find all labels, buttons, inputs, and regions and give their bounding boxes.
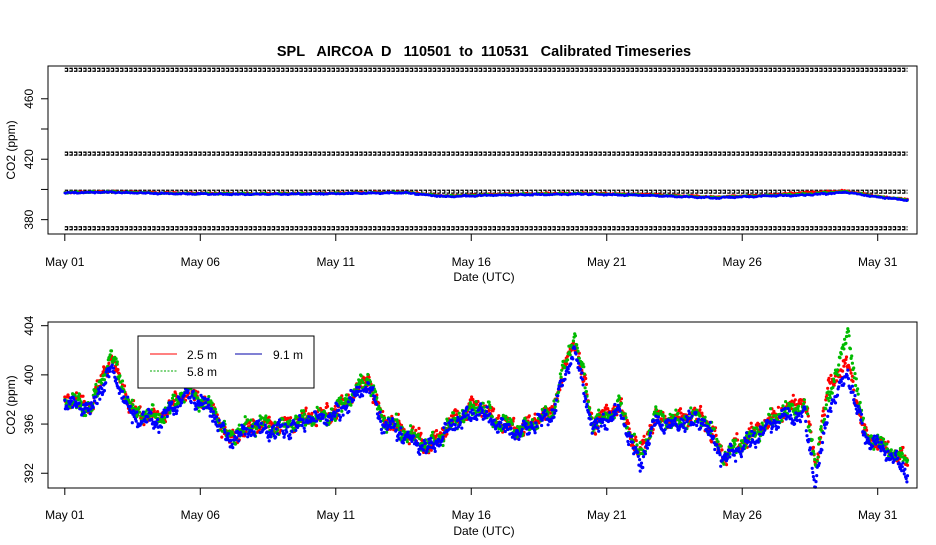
x-tick-label: May 21 <box>587 255 627 269</box>
x-tick-label: May 26 <box>723 508 763 522</box>
panel-top-marks <box>63 67 909 231</box>
legend-label-5-8m: 5.8 m <box>187 365 217 379</box>
x-tick-label: May 16 <box>452 508 492 522</box>
data-points <box>63 190 909 202</box>
y-tick-label: 460 <box>22 88 36 108</box>
panel-top-frame <box>47 65 918 235</box>
series-calibration-levels <box>64 67 908 231</box>
x-tick-label: May 06 <box>181 255 221 269</box>
legend: 2.5 m 9.1 m 5.8 m <box>137 335 315 389</box>
chart-title: SPL AIRCOA D 110501 to 110531 Calibrated… <box>277 44 691 60</box>
y-tick-label: 392 <box>22 463 36 483</box>
panel-bottom-x-label: Date (UTC) <box>453 524 514 538</box>
panel-top: May 01 May 06 May 11 May 16 May 21 May 26 May … <box>4 65 918 284</box>
legend-box <box>137 335 315 389</box>
y-tick-label: 404 <box>22 315 36 335</box>
series-9-1-m <box>63 345 910 489</box>
panel-top-y-label: CO2 (ppm) <box>4 120 18 179</box>
data-points <box>63 345 910 489</box>
x-tick-label: May 31 <box>858 255 898 269</box>
panel-top-x-label: Date (UTC) <box>453 270 514 284</box>
panel-bottom-marks <box>63 327 910 489</box>
x-tick-label: May 26 <box>723 255 763 269</box>
panel-top-x-axis: May 01 May 06 May 11 May 16 May 21 May 26 May … <box>45 233 898 269</box>
panel-bottom: May 01 May 06 May 11 May 16 May 21 May 26 May … <box>4 315 918 538</box>
x-tick-label: May 11 <box>317 508 356 522</box>
panel-top-y-axis: 380 420 460 <box>22 88 49 230</box>
panel-bottom-y-axis: 392 396 400 404 <box>22 315 49 483</box>
y-tick-label: 380 <box>22 209 36 229</box>
y-tick-label: 396 <box>22 414 36 434</box>
panel-bottom-y-label: CO2 (ppm) <box>4 375 18 434</box>
x-tick-label: May 31 <box>858 508 898 522</box>
legend-label-9-1m: 9.1 m <box>273 348 303 362</box>
y-tick-label: 400 <box>22 365 36 385</box>
series-9-1-m <box>63 190 909 202</box>
x-tick-label: May 06 <box>181 508 221 522</box>
panel-bottom-x-axis: May 01 May 06 May 11 May 16 May 21 May 26 May … <box>45 487 898 522</box>
legend-label-2-5m: 2.5 m <box>187 348 217 362</box>
y-tick-label: 420 <box>22 149 36 169</box>
x-tick-label: May 01 <box>45 508 85 522</box>
x-tick-label: May 16 <box>452 255 492 269</box>
x-tick-label: May 11 <box>317 255 356 269</box>
x-tick-label: May 21 <box>587 508 627 522</box>
x-tick-label: May 01 <box>45 255 85 269</box>
